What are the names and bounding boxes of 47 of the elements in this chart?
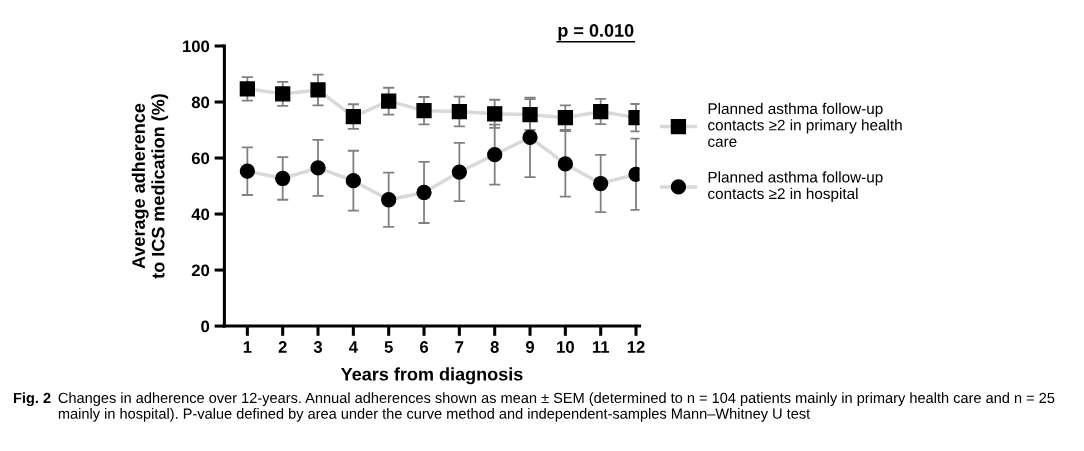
- y-axis-title: Average adherence to ICS medication (%): [131, 94, 169, 279]
- x-tick-label: 5: [384, 341, 393, 353]
- x-tick-label: 1: [243, 341, 252, 353]
- point: [487, 147, 503, 163]
- y-tick-label: 80: [191, 96, 210, 109]
- x-tick-label: 8: [490, 341, 499, 353]
- y-tick-label: 40: [191, 208, 210, 221]
- x-tick-label: 6: [420, 341, 429, 353]
- point: [593, 103, 609, 120]
- point: [557, 156, 573, 172]
- text: Changes in adherence over 12-years. Annual adherences shown as mean ± SEM (determined to n = 104 patients mainly in primary health care and n = 25 mainly in hospital). P-value defined by area under the curve method and independent-samples Mann–Whitney U test: [58, 392, 1055, 422]
- point: [275, 86, 291, 102]
- point: [451, 164, 467, 180]
- x-tick-label: 4: [348, 341, 358, 353]
- point: [275, 170, 291, 187]
- point: [381, 192, 397, 208]
- point: [487, 106, 503, 122]
- point: [593, 175, 609, 192]
- y-tick-label: 20: [191, 264, 210, 277]
- point: [381, 93, 397, 109]
- x-axis-title: Years from diagnosis: [340, 367, 523, 385]
- legend-label: Planned asthma follow-up contacts ≥2 in hospital: [708, 171, 883, 203]
- chart-title: p = 0.010: [558, 24, 634, 41]
- point: [310, 82, 326, 98]
- point: [416, 103, 432, 119]
- y-tick-label: 0: [201, 320, 210, 333]
- x-tick-label: 11: [592, 341, 610, 353]
- point: [522, 106, 538, 123]
- point: [310, 160, 326, 176]
- legend-label: Planned asthma follow-up contacts ≥2 in primary health care: [708, 102, 902, 147]
- point: [239, 163, 255, 179]
- y-tick-label: 60: [191, 152, 210, 165]
- point: [451, 103, 467, 120]
- x-tick-label: 12: [627, 341, 645, 353]
- x-tick-label: 7: [455, 341, 464, 353]
- caption: Fig. 2: [13, 392, 51, 407]
- point: [239, 81, 255, 97]
- y-tick-label: 100: [183, 40, 210, 53]
- x-tick-label: 10: [557, 341, 574, 353]
- x-tick-label: 2: [278, 341, 287, 353]
- point: [345, 173, 361, 189]
- point: [345, 108, 361, 125]
- point: [416, 184, 432, 201]
- point: [557, 110, 573, 126]
- x-tick-label: 3: [313, 341, 323, 353]
- point: [522, 129, 538, 145]
- x-tick-label: 9: [525, 341, 535, 353]
